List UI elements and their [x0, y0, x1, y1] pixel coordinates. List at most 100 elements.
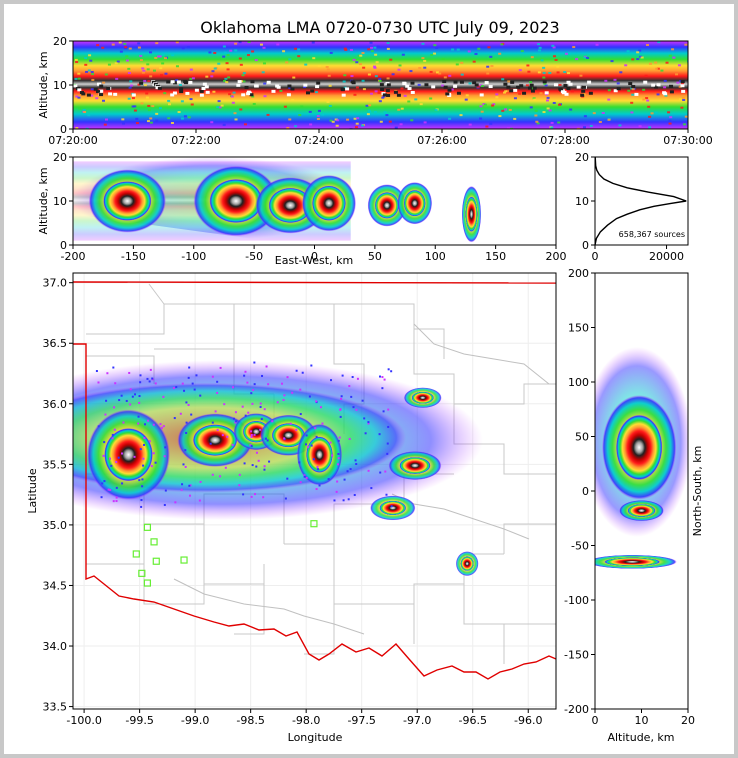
- plan-source-dot: [238, 484, 241, 487]
- plan-source-dot: [286, 477, 289, 480]
- th-speckle-dot: [342, 80, 346, 83]
- th-speckle-dot: [386, 42, 390, 45]
- th-speckle-dot: [353, 117, 357, 120]
- th-speckle-dot: [262, 62, 266, 65]
- th-speckle-dot: [230, 95, 234, 98]
- th-speckle-dot: [135, 122, 139, 125]
- plan-source-dot: [367, 469, 370, 472]
- th-speckle-dot: [513, 97, 517, 100]
- th-core-dot: [173, 81, 178, 85]
- th-speckle-dot: [650, 112, 654, 115]
- plan-source-dot: [251, 464, 254, 467]
- th-speckle-dot: [663, 86, 667, 89]
- plan-source-dot: [162, 395, 165, 398]
- th-core-dot: [529, 83, 534, 87]
- th-core-dot: [188, 80, 193, 84]
- th-core-dot: [315, 85, 320, 89]
- th-speckle-dot: [456, 48, 460, 51]
- plan-source-dot: [319, 406, 322, 409]
- th-speckle-dot: [604, 79, 608, 82]
- plan-source-dot: [175, 386, 178, 389]
- th-speckle-dot: [460, 73, 464, 76]
- th-speckle-dot: [583, 56, 587, 59]
- th-speckle-dot: [489, 55, 493, 58]
- th-speckle-dot: [329, 51, 333, 54]
- plan-source-dot: [243, 462, 246, 465]
- th-core-dot: [172, 91, 177, 95]
- th-speckle-dot: [352, 58, 356, 61]
- th-speckle-dot: [279, 89, 283, 92]
- th-core-dot: [544, 91, 549, 95]
- th-speckle-dot: [421, 42, 425, 45]
- x-tick-label: 20: [681, 714, 695, 727]
- th-core-dot: [97, 82, 102, 86]
- plan-source-dot: [162, 425, 165, 428]
- plan-source-dot: [356, 377, 359, 380]
- th-speckle-dot: [78, 107, 82, 110]
- altitude-histogram-panel: 658,367 sources 0 20000 0 10 20: [575, 151, 689, 263]
- th-core-dot: [286, 93, 291, 97]
- x-tick-label: 07:20:00: [48, 134, 97, 147]
- th-speckle-dot: [377, 91, 381, 94]
- th-speckle-dot: [501, 78, 505, 81]
- th-core-dot: [379, 83, 384, 87]
- th-core-dot: [405, 84, 410, 88]
- th-speckle-dot: [118, 41, 122, 44]
- plan-source-dot: [253, 433, 256, 436]
- th-speckle-dot: [527, 70, 531, 73]
- y-tick-label: -200: [564, 703, 589, 716]
- plan-source-dot: [307, 445, 310, 448]
- th-core-dot: [527, 86, 532, 90]
- th-speckle-dot: [239, 108, 243, 111]
- plan-source-dot: [180, 488, 183, 491]
- th-speckle-dot: [672, 56, 676, 59]
- th-speckle-dot: [312, 57, 316, 60]
- plan-source-dot: [139, 374, 142, 377]
- th-speckle-dot: [505, 90, 509, 93]
- plan-source-dot: [291, 391, 294, 394]
- th-speckle-dot: [369, 41, 373, 44]
- th-speckle-dot: [678, 85, 682, 88]
- th-core-dot: [290, 87, 295, 91]
- th-speckle-dot: [355, 86, 359, 89]
- th-speckle-dot: [663, 79, 667, 82]
- plan-source-dot: [390, 505, 393, 508]
- th-core-dot: [166, 80, 171, 84]
- plan-source-dot: [390, 370, 393, 373]
- th-speckle-dot: [373, 46, 377, 49]
- plan-source-dot: [115, 496, 118, 499]
- th-speckle-dot: [378, 100, 382, 103]
- th-speckle-dot: [423, 59, 427, 62]
- th-speckle-dot: [75, 95, 79, 98]
- th-speckle-dot: [95, 97, 99, 100]
- plan-source-dot: [284, 497, 287, 500]
- th-speckle-dot: [317, 109, 321, 112]
- th-speckle-dot: [145, 96, 149, 99]
- th-speckle-dot: [152, 69, 156, 72]
- th-speckle-dot: [583, 115, 587, 118]
- th-speckle-dot: [223, 51, 227, 54]
- plan-source-dot: [111, 433, 114, 436]
- y-tick-label: 36.0: [43, 398, 68, 411]
- th-core-dot: [176, 80, 181, 84]
- th-speckle-dot: [145, 92, 149, 95]
- plan-source-dot: [314, 427, 317, 430]
- th-speckle-dot: [682, 98, 686, 101]
- x-tick-label: 0: [592, 714, 599, 727]
- th-core-dot: [93, 87, 98, 91]
- th-speckle-dot: [372, 65, 376, 68]
- th-speckle-dot: [568, 52, 572, 55]
- th-speckle-dot: [326, 68, 330, 71]
- th-speckle-dot: [631, 88, 635, 91]
- th-speckle-dot: [213, 67, 217, 70]
- th-speckle-dot: [569, 108, 573, 111]
- plan-source-dot: [187, 403, 190, 406]
- th-speckle-dot: [133, 109, 137, 112]
- th-speckle-dot: [285, 61, 289, 64]
- th-speckle-dot: [520, 50, 524, 53]
- th-speckle-dot: [259, 43, 263, 46]
- th-speckle-dot: [542, 76, 546, 79]
- th-speckle-dot: [558, 103, 562, 106]
- th-speckle-dot: [147, 104, 151, 107]
- th-speckle-dot: [539, 92, 543, 95]
